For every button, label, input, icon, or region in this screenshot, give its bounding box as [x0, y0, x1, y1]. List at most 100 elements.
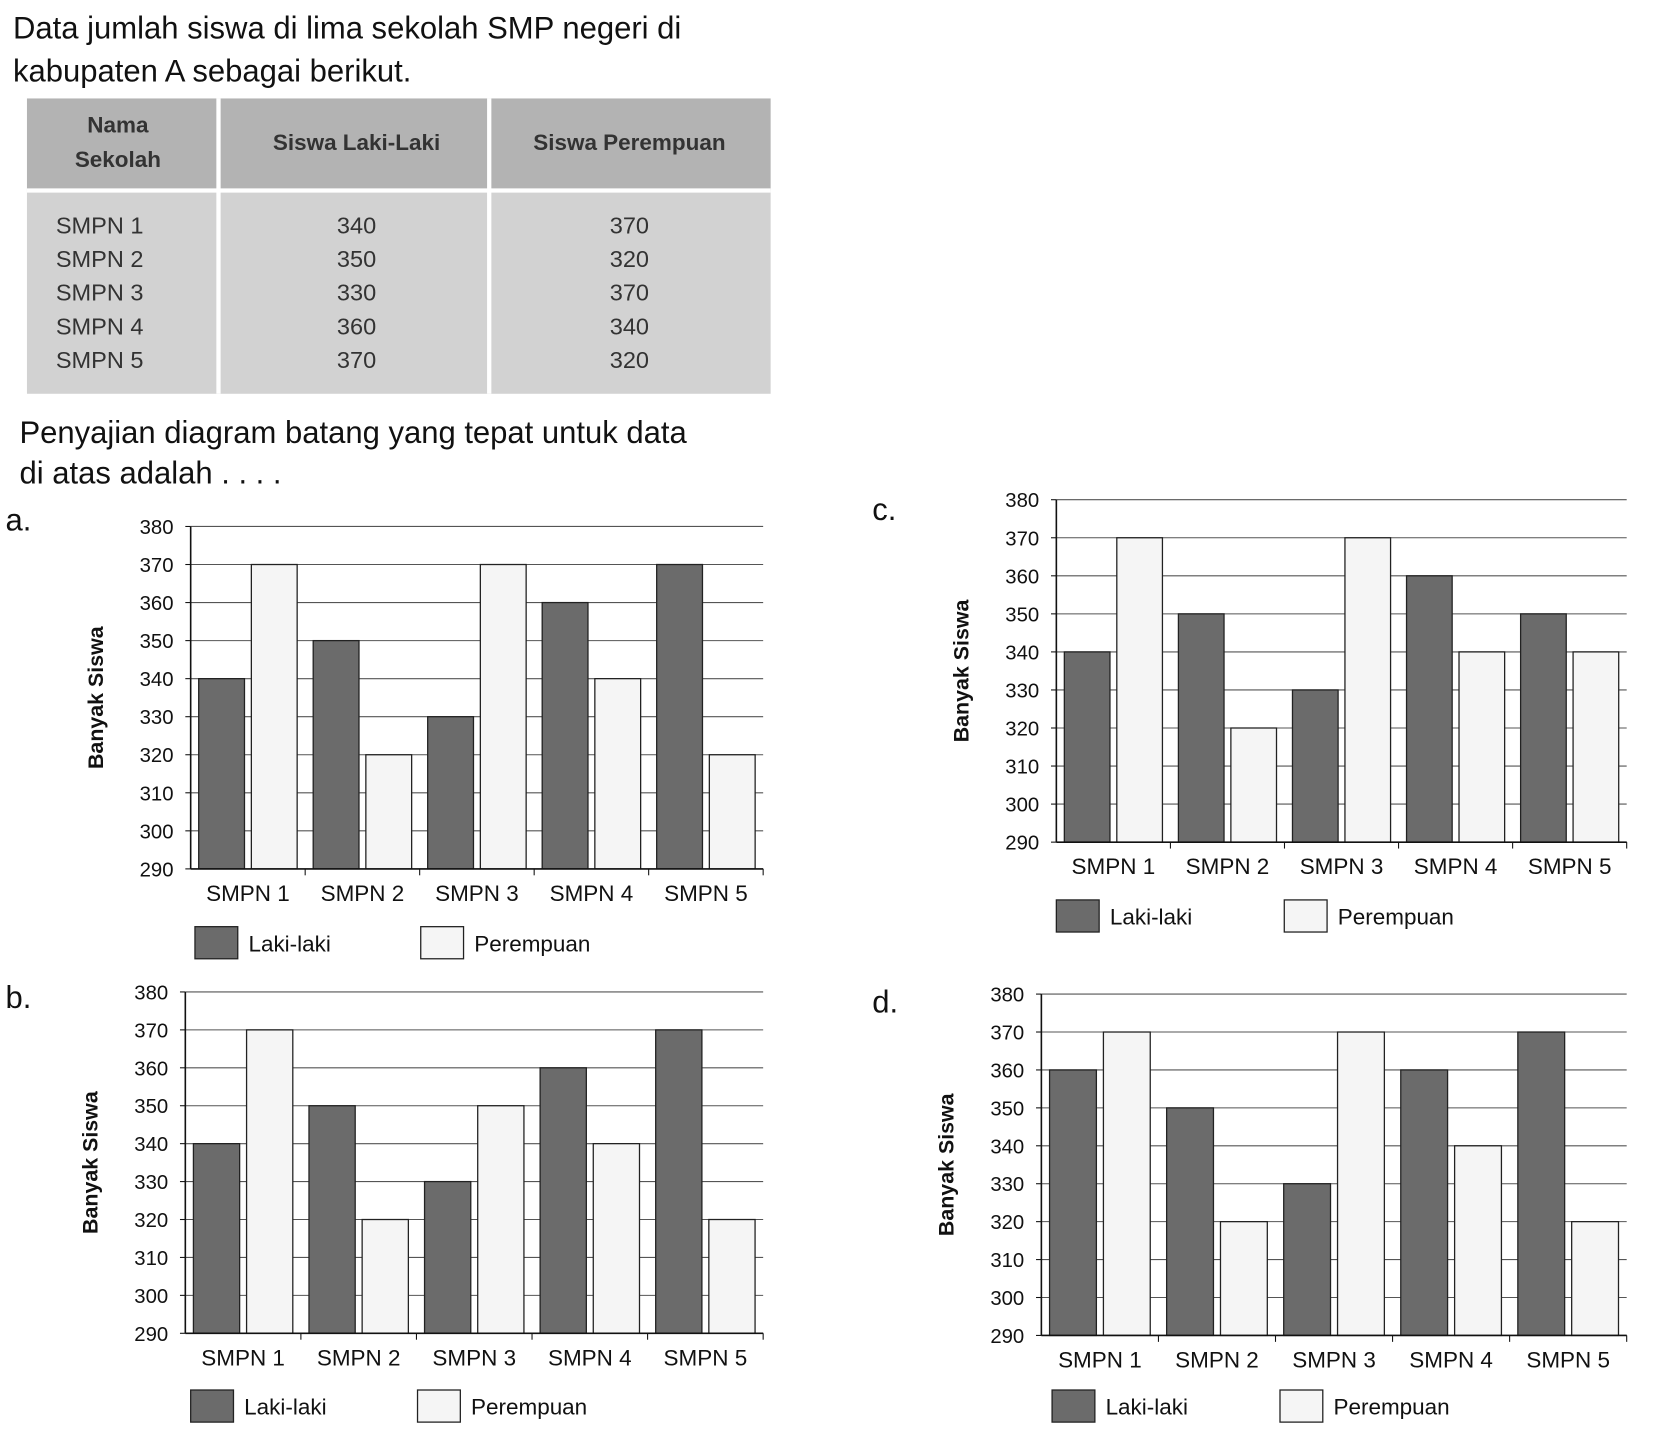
y-tick-label: 290	[990, 1326, 1024, 1348]
legend-swatch	[1055, 899, 1100, 933]
x-tick-label: SMPN 2	[321, 881, 405, 906]
bar	[1283, 1183, 1332, 1337]
x-tick-label: SMPN 3	[435, 881, 519, 906]
legend-swatch	[1283, 899, 1328, 933]
x-tick-label: SMPN 4	[1409, 1348, 1493, 1373]
table-header: Siswa Perempuan	[533, 130, 725, 155]
table-header: Nama	[87, 113, 149, 138]
bar	[198, 678, 246, 870]
table-header-bg	[26, 98, 771, 191]
legend-swatch	[420, 926, 465, 960]
y-tick-label: 380	[990, 985, 1024, 1007]
bar	[1519, 613, 1567, 843]
y-tick-label: 340	[134, 1134, 168, 1156]
bar	[1116, 537, 1164, 843]
legend-swatch	[1279, 1389, 1324, 1423]
y-tick-label: 360	[134, 1058, 168, 1080]
bar	[192, 1143, 241, 1334]
bar	[312, 639, 360, 870]
y-tick-label: 340	[990, 1136, 1024, 1158]
prompt-line: Penyajian diagram batang yang tepat untu…	[19, 415, 687, 450]
bar	[1048, 1069, 1098, 1337]
question-line: kabupaten A sebagai berikut.	[13, 53, 411, 88]
y-tick-label: 300	[990, 1288, 1024, 1310]
bar	[245, 1029, 294, 1334]
bar	[541, 601, 589, 870]
question-line: Data jumlah siswa di lima sekolah SMP ne…	[13, 11, 681, 46]
bar	[1405, 575, 1453, 843]
y-tick-label: 320	[1005, 718, 1039, 740]
bar	[1400, 1069, 1449, 1337]
x-tick-label: SMPN 1	[206, 881, 290, 906]
x-tick-label: SMPN 2	[317, 1345, 401, 1370]
table-cell: SMPN 5	[56, 347, 144, 373]
table-cell: 360	[337, 313, 376, 339]
table-body-bg	[26, 190, 771, 394]
bar	[1517, 1031, 1566, 1337]
bar	[477, 1105, 525, 1334]
bar	[1344, 537, 1392, 843]
y-tick-label: 380	[140, 517, 174, 539]
x-tick-label: SMPN 4	[1414, 854, 1498, 879]
y-tick-label: 290	[140, 859, 174, 881]
bar	[365, 754, 413, 870]
table-cell: SMPN 2	[56, 246, 144, 272]
y-tick-label: 330	[1005, 680, 1039, 702]
legend-label: Laki-laki	[244, 1395, 326, 1420]
y-axis-label: Banyak Siswa	[950, 598, 974, 742]
legend-label: Laki-laki	[1106, 1395, 1188, 1420]
bar	[594, 678, 642, 870]
option-label: d.	[872, 984, 898, 1019]
x-tick-label: SMPN 3	[1300, 854, 1384, 879]
y-tick-label: 300	[140, 821, 174, 843]
table-cell: 370	[337, 347, 376, 373]
table-cell: SMPN 1	[56, 212, 144, 238]
y-tick-label: 350	[140, 631, 174, 653]
y-tick-label: 380	[1005, 490, 1039, 512]
legend-label: Perempuan	[1333, 1395, 1449, 1420]
y-axis-label: Banyak Siswa	[84, 625, 108, 769]
legend-swatch	[190, 1389, 235, 1423]
y-tick-label: 310	[1005, 757, 1039, 779]
bar	[708, 1218, 756, 1334]
x-tick-label: SMPN 5	[1528, 854, 1612, 879]
table-cell: 350	[337, 246, 376, 272]
bar	[1177, 613, 1225, 843]
bar	[1165, 1107, 1215, 1337]
x-tick-label: SMPN 5	[664, 1345, 748, 1370]
y-tick-label: 370	[990, 1023, 1024, 1045]
y-tick-label: 370	[1005, 528, 1039, 550]
x-tick-label: SMPN 1	[1072, 854, 1156, 879]
table-cell: 320	[610, 246, 649, 272]
x-tick-label: SMPN 5	[664, 881, 748, 906]
x-tick-label: SMPN 4	[548, 1345, 632, 1370]
bar	[1230, 727, 1278, 843]
bar	[655, 1029, 703, 1334]
y-tick-label: 330	[990, 1174, 1024, 1196]
bar	[1102, 1031, 1151, 1337]
bar	[539, 1067, 587, 1334]
bar	[656, 563, 704, 870]
y-tick-label: 300	[134, 1286, 168, 1308]
x-tick-label: SMPN 3	[432, 1345, 516, 1370]
bar	[1571, 1221, 1620, 1337]
y-tick-label: 330	[134, 1172, 168, 1194]
legend-label: Perempuan	[1338, 905, 1454, 930]
y-tick-label: 310	[140, 783, 174, 805]
x-tick-label: SMPN 5	[1526, 1348, 1610, 1373]
y-tick-label: 290	[1005, 833, 1039, 855]
y-tick-label: 360	[1005, 566, 1039, 588]
legend-swatch	[1051, 1389, 1096, 1423]
bar	[708, 754, 756, 870]
legend-label: Perempuan	[471, 1395, 587, 1420]
x-tick-label: SMPN 2	[1186, 854, 1270, 879]
bar	[308, 1105, 356, 1334]
x-tick-label: SMPN 1	[1058, 1348, 1142, 1373]
table-cell: 320	[610, 347, 649, 373]
legend-label: Laki-laki	[1110, 905, 1192, 930]
bar	[1572, 651, 1620, 843]
bar	[592, 1143, 641, 1334]
prompt-line: di atas adalah . . . .	[19, 456, 281, 491]
y-tick-label: 380	[134, 982, 168, 1004]
